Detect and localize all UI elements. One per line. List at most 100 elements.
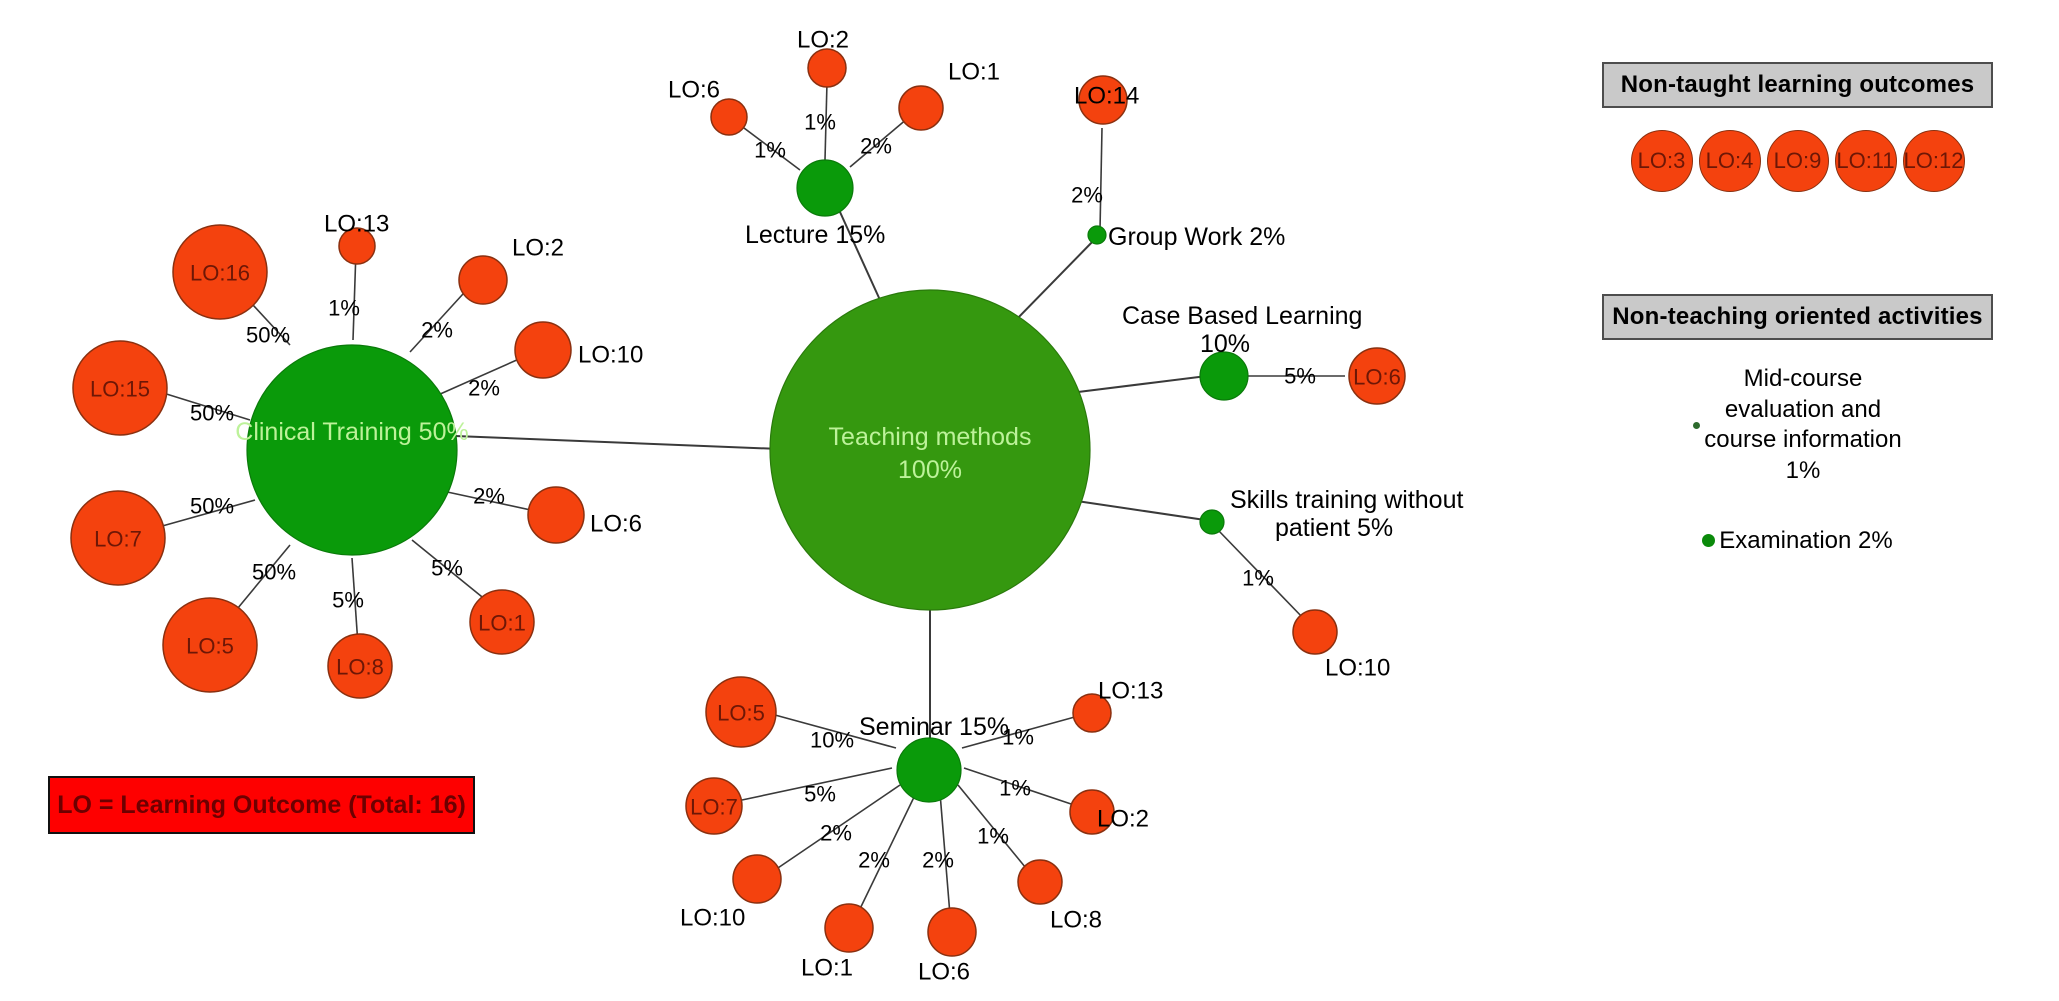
lo-node-seminar-lo2[interactable] <box>1069 789 1115 835</box>
lo-outside-label: LO:2 <box>1097 806 1149 833</box>
edge-clinical-lo6 <box>437 489 541 513</box>
edge-clinical-lo15 <box>159 391 251 421</box>
node-skills-training[interactable] <box>1199 509 1225 535</box>
node-label-line2: patient 5% <box>1275 514 1393 542</box>
edge-root-groupwork <box>1012 235 1099 324</box>
edge-label: 1% <box>1002 725 1034 750</box>
edge-label: 10% <box>810 728 854 753</box>
edge-seminar-lo1 <box>856 792 917 916</box>
cluster-skills-training: 1% Skills training without patient 5% LO… <box>1199 486 1463 682</box>
lo-outside-label: LO:10 <box>578 342 643 369</box>
cluster-case-based-learning: 5% Case Based Learning 10% LO:6 <box>1122 302 1406 405</box>
edge-label: 5% <box>1284 364 1316 389</box>
green-dot-icon-small <box>1693 421 1701 429</box>
lo-label: LO:15 <box>90 377 150 402</box>
lo-node-cbl-lo6[interactable]: LO:6 <box>1348 347 1406 405</box>
root-edges <box>454 189 1216 745</box>
cluster-seminar: 10% 5% 2% 2% 2% 1% 1% 1% Seminar 15% LO:… <box>680 676 1163 986</box>
lo-chip-lo12[interactable]: LO:12 <box>1902 130 1965 192</box>
edge-seminar-lo6 <box>939 792 951 916</box>
lo-chip-lo4[interactable]: LO:4 <box>1698 130 1761 192</box>
lo-chip-lo3[interactable]: LO:3 <box>1630 130 1693 192</box>
lo-node-lecture-lo6[interactable] <box>710 98 748 136</box>
lo-label: LO:5 <box>186 634 234 659</box>
lo-outside-label: LO:2 <box>512 235 564 262</box>
lo-node-seminar-lo6[interactable] <box>927 907 977 957</box>
lo-node-lecture-lo1[interactable] <box>898 85 944 131</box>
activity-label-examination: Examination 2% <box>1719 526 1893 554</box>
lo-outside-label: LO:13 <box>1098 678 1163 705</box>
lo-node-skills-lo10[interactable] <box>1292 609 1338 655</box>
edge-clinical-lo2 <box>409 282 474 353</box>
cluster-lecture: 1% 1% 2% Lecture 15% LO:6 LO:2 LO:1 <box>668 27 1000 250</box>
lo-node-lo1[interactable]: LO:1 <box>469 589 535 655</box>
root-label-line1: Teaching methods <box>829 423 1032 451</box>
node-clinical-training[interactable]: Clinical Training 50% <box>235 344 469 556</box>
node-seminar[interactable] <box>896 737 962 803</box>
lo-node-lo14[interactable] <box>1078 75 1128 125</box>
node-label: Clinical Training 50% <box>235 418 468 446</box>
edge-root-clinical <box>454 435 806 451</box>
lo-node-lo13[interactable] <box>338 227 376 265</box>
lo-node-lo2[interactable] <box>458 255 508 305</box>
edge-label: 2% <box>860 134 892 159</box>
node-group-work[interactable] <box>1087 225 1107 245</box>
lo-chip-lo11[interactable]: LO:11 <box>1834 130 1897 192</box>
lo-node-lo8[interactable]: LO:8 <box>327 633 393 699</box>
lo-node-seminar-lo7[interactable]: LO:7 <box>685 777 743 835</box>
node-label: Group Work 2% <box>1108 223 1285 251</box>
edge-root-skills <box>1069 499 1206 521</box>
root-label-line2: 100% <box>898 456 962 484</box>
edge-seminar-lo2 <box>963 767 1084 809</box>
lo-chip-lo9[interactable]: LO:9 <box>1766 130 1829 192</box>
lo-node-seminar-lo1[interactable] <box>824 903 874 953</box>
activity-mid-course-evaluation[interactable]: Mid-course evaluation and course informa… <box>1602 364 1993 487</box>
node-teaching-methods-root[interactable]: Teaching methods 100% <box>769 289 1091 611</box>
edge-label: 2% <box>473 484 505 509</box>
lo-label: LO:5 <box>717 701 765 726</box>
non-taught-lo-chip-row: LO:3 LO:4 LO:9 LO:11 LO:12 <box>1602 130 1993 192</box>
lo-label: LO:8 <box>336 655 384 680</box>
edge-clinical-lo7 <box>147 499 256 531</box>
edge-seminar-lo13 <box>961 714 1083 749</box>
lo-node-lo15[interactable]: LO:15 <box>72 340 168 436</box>
lo-node-lo10[interactable] <box>514 321 572 379</box>
lo-node-lo7[interactable]: LO:7 <box>70 490 166 586</box>
lo-node-seminar-lo8[interactable] <box>1017 859 1063 905</box>
node-case-based-learning[interactable] <box>1199 351 1249 401</box>
lo-outside-label: LO:13 <box>324 211 389 238</box>
edge-seminar-lo10 <box>771 784 901 873</box>
edge-clinical-lo13 <box>352 249 357 341</box>
lo-label: LO:1 <box>478 611 526 636</box>
edge-label: 2% <box>468 376 500 401</box>
lo-label: LO:7 <box>690 795 738 820</box>
lo-node-lo5[interactable]: LO:5 <box>162 597 258 693</box>
lo-node-lo16[interactable]: LO:16 <box>172 224 268 320</box>
node-label-line1: Skills training without <box>1230 486 1463 514</box>
lo-node-lo6[interactable] <box>527 486 585 544</box>
node-label-line1: Case Based Learning <box>1122 302 1362 330</box>
panel-title-non-taught: Non-taught learning outcomes <box>1602 62 1993 108</box>
lo-node-seminar-lo10[interactable] <box>732 854 782 904</box>
edge-label: 50% <box>190 494 234 519</box>
edge-label: 50% <box>190 401 234 426</box>
node-lecture[interactable] <box>796 159 854 217</box>
activity-examination[interactable]: Examination 2% <box>1602 527 1993 555</box>
lo-outside-label: LO:2 <box>797 27 849 54</box>
edge-label: 1% <box>977 824 1009 849</box>
edge-clinical-lo8 <box>351 557 359 646</box>
activity-label-mid-course: Mid-course evaluation and course informa… <box>1704 365 1902 485</box>
edge-label: 2% <box>1071 183 1103 208</box>
edge-label: 5% <box>431 556 463 581</box>
lo-outside-label: LO:1 <box>948 59 1000 86</box>
lo-node-seminar-lo13[interactable] <box>1072 693 1112 733</box>
node-label: Seminar 15% <box>859 713 1009 741</box>
lo-node-seminar-lo5[interactable]: LO:5 <box>705 676 777 748</box>
lo-node-lecture-lo2[interactable] <box>807 48 847 88</box>
lo-label: LO:6 <box>1353 365 1401 390</box>
edge-label: 2% <box>820 821 852 846</box>
edge-lecture-lo1 <box>849 117 909 168</box>
cluster-group-work: 2% Group Work 2% LO:14 <box>1071 75 1285 251</box>
